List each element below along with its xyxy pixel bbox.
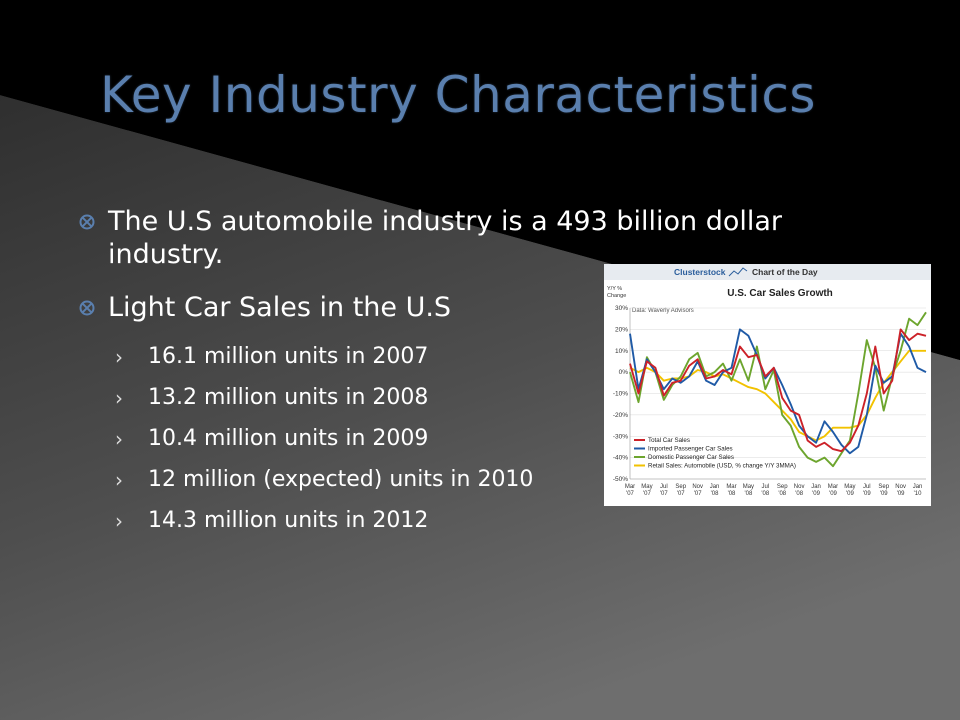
x-tick-year-label: '07 [694,491,702,497]
sub-bullet-2010: › 12 million (expected) units in 2010 [78,467,798,493]
x-tick-year-label: '07 [626,491,634,497]
chevron-right-icon: › [115,427,123,451]
legend-label: Imported Passenger Car Sales [648,446,733,453]
sub-bullet-text: 13.2 million units in 2008 [148,385,429,410]
x-tick-label: May [743,484,754,490]
banner-label: Chart of the Day [752,267,818,277]
x-tick-label: May [641,484,652,490]
series-line [629,328,927,453]
bullet-text: The U.S automobile industry is a 493 bil… [108,206,783,270]
x-tick-year-label: '09 [829,491,837,497]
x-tick-year-label: '08 [778,491,786,497]
chevron-right-icon: › [115,386,123,410]
car-sales-growth-chart: Clusterstock Chart of the Day U.S. Car S… [604,264,931,497]
x-tick-year-label: '09 [863,491,871,497]
x-tick-label: Jul [660,484,668,490]
y-tick-label: -30% [613,433,628,440]
y-tick-label: -10% [613,391,628,398]
x-tick-label: Jan [710,484,720,490]
legend-label: Retail Sales: Automobile (USD, % change … [648,463,796,470]
x-tick-year-label: '07 [660,491,668,497]
x-tick-label: May [844,484,855,490]
y-tick-label: 30% [615,305,628,312]
x-tick-label: Sep [675,484,686,490]
x-tick-year-label: '08 [744,491,752,497]
chevron-right-icon: › [115,468,123,492]
x-tick-label: Nov [692,484,703,490]
circled-cross-icon [79,214,95,230]
x-tick-year-label: '07 [677,491,685,497]
x-tick-year-label: '08 [728,491,736,497]
x-tick-year-label: '09 [897,491,905,497]
y-tick-label: -40% [613,455,628,462]
series-line [629,328,927,455]
y-axis-label: Y/Y % Change [607,286,626,299]
circled-cross-icon [79,300,95,316]
bullet-text: Light Car Sales in the U.S [108,292,452,323]
x-tick-year-label: '09 [880,491,888,497]
x-tick-label: Jul [761,484,769,490]
x-tick-year-label: '09 [812,491,820,497]
sub-bullet-text: 14.3 million units in 2012 [148,508,429,533]
x-tick-year-label: '08 [795,491,803,497]
sub-bullet-text: 12 million (expected) units in 2010 [148,467,534,492]
chart-banner [604,264,931,280]
brand-name: Clusterstock [674,267,726,277]
plot-area: 30%20%10%0%-10%-20%-30%-40%-50%Mar'07May… [613,305,927,497]
x-tick-label: Mar [726,484,736,490]
legend-label: Domestic Passenger Car Sales [648,454,734,461]
legend-label: Total Car Sales [648,437,690,444]
x-tick-year-label: '08 [761,491,769,497]
x-tick-label: Jan [811,484,821,490]
y-tick-label: 10% [615,348,628,355]
y-tick-label: 0% [619,369,629,376]
bullet-item-industry-size: The U.S automobile industry is a 493 bil… [78,205,798,271]
chart-title: U.S. Car Sales Growth [727,288,833,299]
x-tick-label: Mar [625,484,635,490]
x-tick-label: Sep [777,484,788,490]
x-tick-year-label: '07 [643,491,651,497]
sub-bullet-text: 16.1 million units in 2007 [148,344,429,369]
x-tick-label: Nov [895,484,906,490]
sub-bullet-text: 10.4 million units in 2009 [148,426,429,451]
y-tick-label: 20% [615,326,628,333]
x-tick-label: Mar [828,484,838,490]
bullet-item-light-car-sales: Light Car Sales in the U.S [78,291,798,324]
chart-image: Clusterstock Chart of the Day U.S. Car S… [604,264,931,506]
slide-title: Key Industry Characteristics [100,66,816,124]
x-tick-year-label: '09 [846,491,854,497]
y-tick-label: -50% [613,476,628,483]
chevron-right-icon: › [115,509,123,533]
source-note: Data: Waverly Advisors [632,308,694,314]
x-tick-label: Jan [913,484,923,490]
x-tick-year-label: '10 [914,491,922,497]
chevron-right-icon: › [115,345,123,369]
y-tick-label: -20% [613,412,628,419]
sub-bullet-2007: › 16.1 million units in 2007 [78,344,798,370]
series-line [629,311,927,468]
x-tick-label: Nov [794,484,805,490]
sub-bullet-2008: › 13.2 million units in 2008 [78,385,798,411]
x-tick-year-label: '08 [711,491,719,497]
sub-bullet-2009: › 10.4 million units in 2009 [78,426,798,452]
trend-logo-icon [728,267,748,277]
x-tick-label: Sep [878,484,889,490]
bullet-list: The U.S automobile industry is a 493 bil… [78,205,798,549]
sub-bullet-2012: › 14.3 million units in 2012 [78,508,798,534]
x-tick-label: Jul [863,484,871,490]
